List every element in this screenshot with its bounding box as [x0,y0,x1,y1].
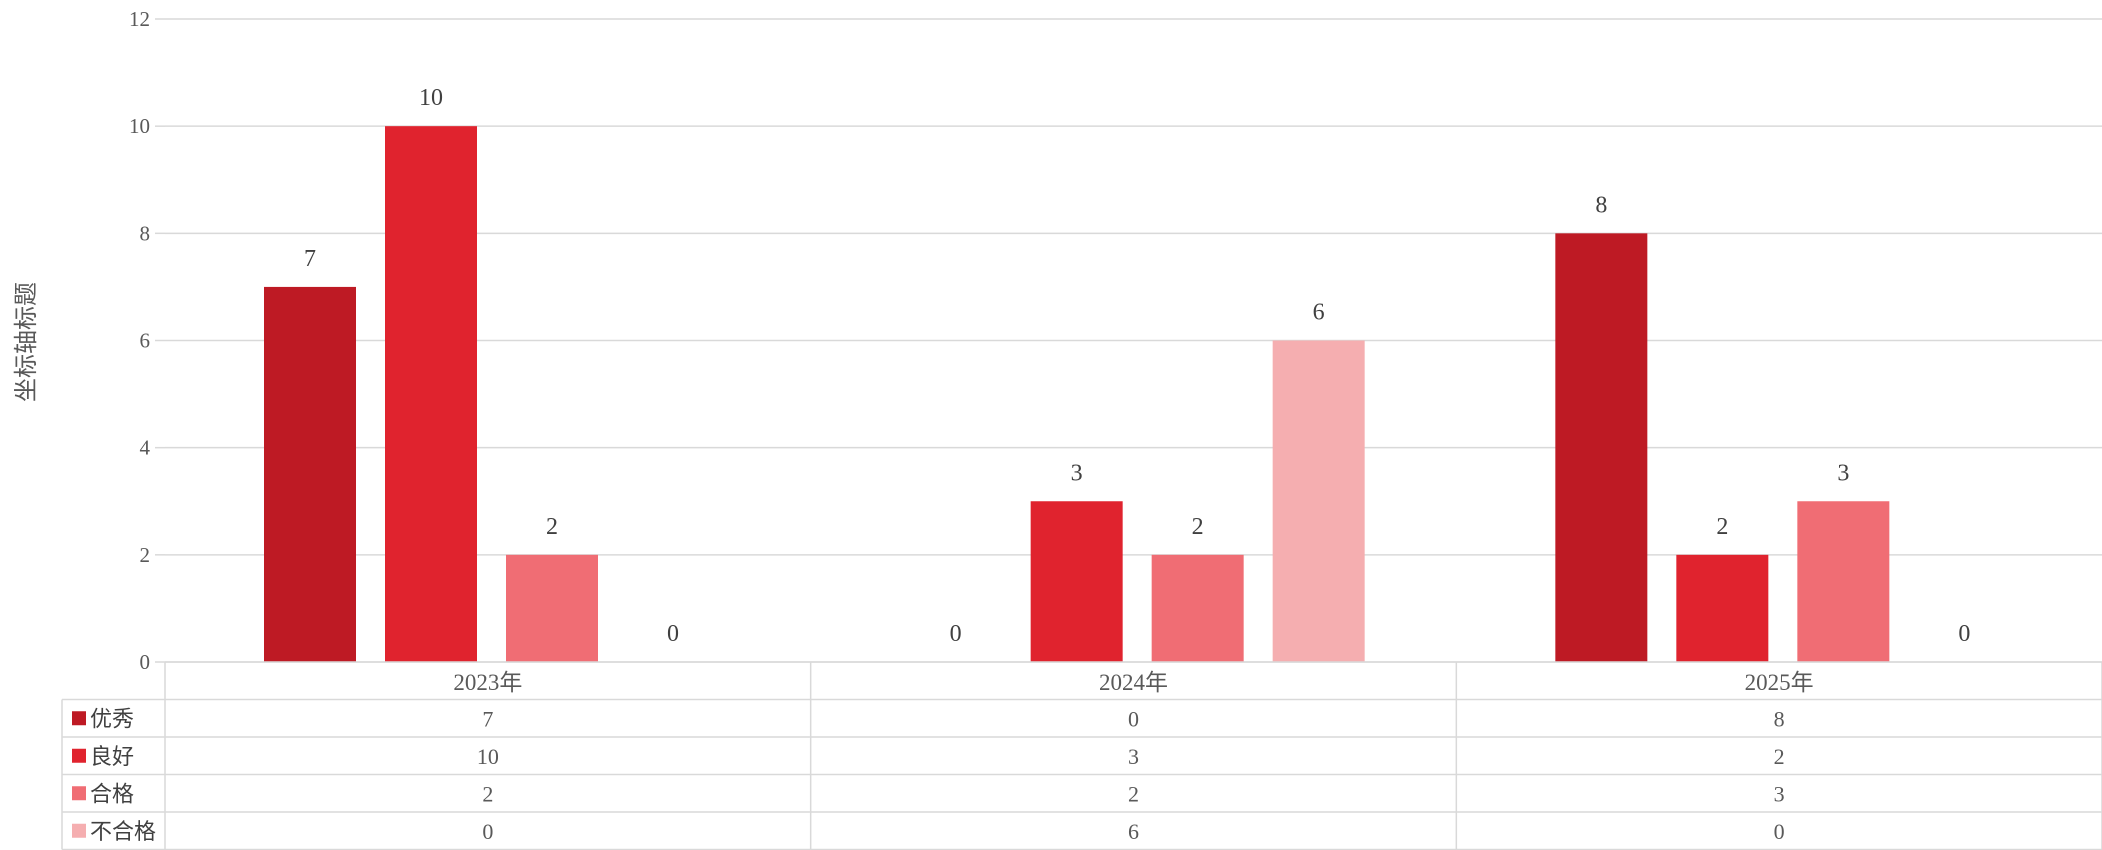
table-cell: 3 [1128,744,1139,769]
bar [1676,554,1769,662]
data-label: 7 [304,246,316,272]
legend-key [72,823,86,838]
data-labels: 7 10 2 0 0 3 2 6 8 2 3 0 [304,85,1970,647]
table-cell: 0 [482,819,493,844]
data-label: 10 [419,85,443,111]
bar [385,126,477,662]
data-label: 3 [1837,460,1849,486]
gridlines [155,18,2102,663]
table-cell: 3 [1774,781,1785,806]
bar [264,286,356,662]
table-cell: 2 [1128,781,1139,806]
table-cell: 8 [1774,706,1785,731]
y-tick-label: 10 [129,114,150,138]
legend-key [72,748,86,763]
legend-label: 合格 [90,782,134,807]
legend-label: 良好 [90,745,134,770]
bar [1555,233,1648,663]
data-label: 2 [1716,514,1728,540]
y-tick-label: 2 [140,543,151,567]
table-cell: 2 [1774,744,1785,769]
data-label: 2 [1192,514,1204,540]
y-tick-label: 0 [140,650,151,674]
table-cell: 6 [1128,819,1139,844]
bar [1151,554,1244,662]
category-label: 2023年 [453,670,522,695]
table-cell: 7 [482,706,493,731]
table-cell: 0 [1774,819,1785,844]
category-label: 2025年 [1745,670,1814,695]
legend-key [72,786,86,801]
category-label: 2024年 [1099,670,1168,695]
bar [1272,340,1365,662]
y-tick-label: 4 [140,436,151,460]
table-cell: 10 [477,744,499,769]
table-cell: 0 [1128,706,1139,731]
bar [506,554,598,662]
y-axis-title: 坐标轴标题 [12,282,40,402]
legend-key [72,711,86,726]
legend-label: 优秀 [90,707,134,732]
data-label: 8 [1595,192,1607,218]
bar [1030,501,1123,662]
table-cell: 2 [482,781,493,806]
data-label: 0 [667,621,679,647]
y-tick-label: 6 [140,329,151,353]
data-label: 3 [1071,460,1083,486]
data-label: 0 [1958,621,1970,647]
y-tick-label: 8 [140,221,151,245]
bar [1797,501,1890,662]
bars [264,126,1890,663]
data-label: 2 [546,514,558,540]
data-label: 0 [950,621,962,647]
legend-label: 不合格 [90,820,156,845]
y-axis-ticks: 0 2 4 6 8 10 12 [129,7,151,674]
y-tick-label: 12 [129,7,150,31]
data-label: 6 [1313,300,1325,326]
